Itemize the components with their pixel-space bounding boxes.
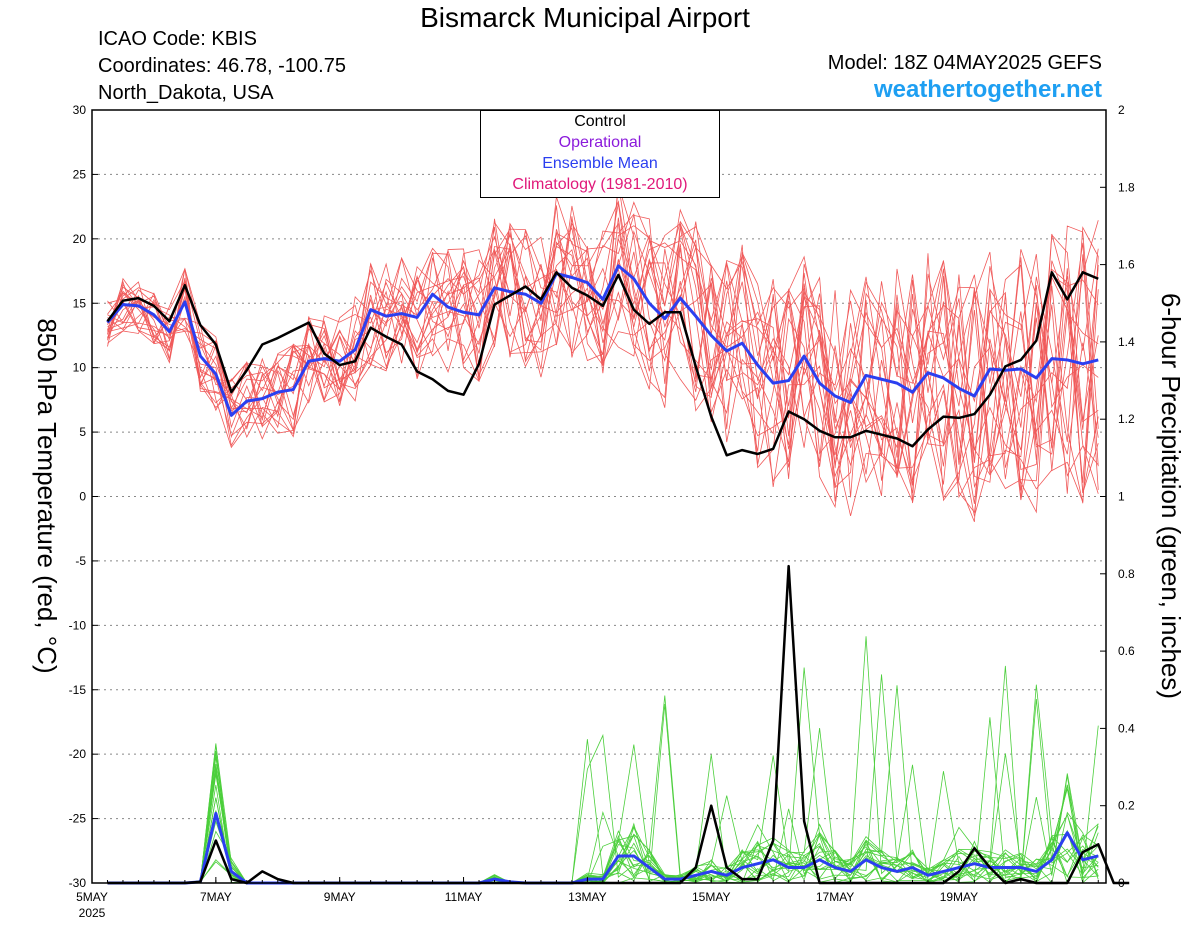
- coordinates: Coordinates: 46.78, -100.75: [98, 55, 346, 77]
- temperature-member-line: [107, 217, 1099, 502]
- temperature-member-line: [107, 226, 1099, 523]
- x-tick-label: 19MAY: [940, 890, 978, 904]
- legend-operational: Operational: [558, 134, 642, 151]
- y-tick-label: 25: [73, 167, 87, 181]
- y2-tick-label: 2: [1118, 103, 1125, 117]
- mean-temperature-line: [106, 264, 1099, 417]
- main-series: [106, 264, 1130, 885]
- icao-code: ICAO Code: KBIS: [98, 28, 257, 50]
- temperature-member-line: [107, 203, 1099, 485]
- y-tick-label: -20: [69, 747, 87, 761]
- legend-climatology: Climatology (1981-2010): [512, 176, 688, 193]
- y-tick-label: -5: [75, 554, 86, 568]
- legend-control: Control: [574, 113, 626, 130]
- region: North_Dakota, USA: [98, 82, 274, 104]
- legend: Control Operational Ensemble Mean Climat…: [480, 110, 720, 198]
- x-tick-label: 5MAY: [76, 890, 108, 904]
- x-tick-label: 17MAY: [816, 890, 854, 904]
- temperature-member-line: [107, 221, 1099, 504]
- y2-tick-label: 0.4: [1118, 721, 1135, 735]
- y-tick-label: 5: [79, 425, 86, 439]
- x-year-label: 2025: [79, 906, 106, 920]
- y2-tick-label: 1.6: [1118, 258, 1135, 272]
- y2-tick-label: 1.4: [1118, 335, 1135, 349]
- temperature-member-line: [107, 222, 1099, 514]
- y-axis-label: 850 hPa Temperature (red, °C): [32, 318, 62, 673]
- y2-tick-label: 0.6: [1118, 644, 1135, 658]
- y2-tick-label: 0.2: [1118, 799, 1135, 813]
- temperature-member-line: [107, 196, 1099, 483]
- y-tick-label: 30: [73, 103, 87, 117]
- x-tick-label: 15MAY: [692, 890, 730, 904]
- temperature-members: [107, 182, 1099, 523]
- precip-member-line: [107, 667, 1099, 884]
- x-tick-label: 9MAY: [324, 890, 356, 904]
- y-tick-label: -15: [69, 683, 87, 697]
- y2-tick-label: 0: [1118, 876, 1125, 890]
- y-tick-label: -30: [69, 876, 87, 890]
- y2-axis-label: 6-hour Precipitation (green, inches): [1156, 293, 1186, 699]
- site-link[interactable]: weathertogether.net: [873, 76, 1102, 103]
- temperature-member-line: [107, 222, 1099, 490]
- gridlines: [92, 173, 1106, 820]
- precipitation-members: [107, 636, 1099, 884]
- x-tick-label: 11MAY: [445, 890, 483, 904]
- precip-member-line: [107, 665, 1099, 884]
- axis-ticks: 302520151050-5-10-15-20-25-3021.81.61.41…: [69, 103, 1135, 920]
- temperature-member-line: [107, 213, 1099, 502]
- plot-frame: [91, 109, 1107, 884]
- precip-member-line: [107, 699, 1099, 884]
- legend-ensemble-mean: Ensemble Mean: [542, 155, 658, 172]
- x-tick-label: 7MAY: [200, 890, 232, 904]
- temperature-member-line: [107, 208, 1099, 494]
- y-tick-label: 0: [79, 490, 86, 504]
- precip-member-line: [107, 743, 1099, 884]
- y2-tick-label: 1.8: [1118, 180, 1135, 194]
- x-tick-label: 13MAY: [568, 890, 606, 904]
- precip-member-line: [107, 704, 1099, 884]
- y2-tick-label: 1.2: [1118, 412, 1135, 426]
- chart-title: Bismarck Municipal Airport: [420, 2, 750, 33]
- y-tick-label: 20: [73, 232, 87, 246]
- precip-member-line: [107, 674, 1099, 884]
- temperature-member-line: [107, 216, 1099, 499]
- y-tick-label: -10: [69, 618, 87, 632]
- temperature-member-line: [107, 205, 1099, 499]
- y-tick-label: 15: [73, 296, 87, 310]
- control-temperature-line: [106, 271, 1099, 457]
- y-tick-label: 10: [73, 361, 87, 375]
- precip-member-line: [107, 717, 1099, 884]
- y-tick-label: -25: [69, 812, 87, 826]
- y2-tick-label: 1: [1118, 490, 1125, 504]
- model-run: Model: 18Z 04MAY2025 GEFS: [827, 52, 1102, 74]
- precip-member-line: [107, 685, 1099, 884]
- y2-tick-label: 0.8: [1118, 567, 1135, 581]
